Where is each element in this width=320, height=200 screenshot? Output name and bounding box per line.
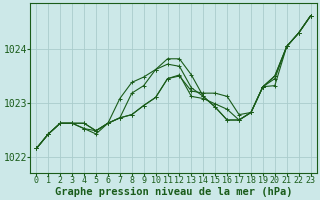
X-axis label: Graphe pression niveau de la mer (hPa): Graphe pression niveau de la mer (hPa) [55,186,292,197]
